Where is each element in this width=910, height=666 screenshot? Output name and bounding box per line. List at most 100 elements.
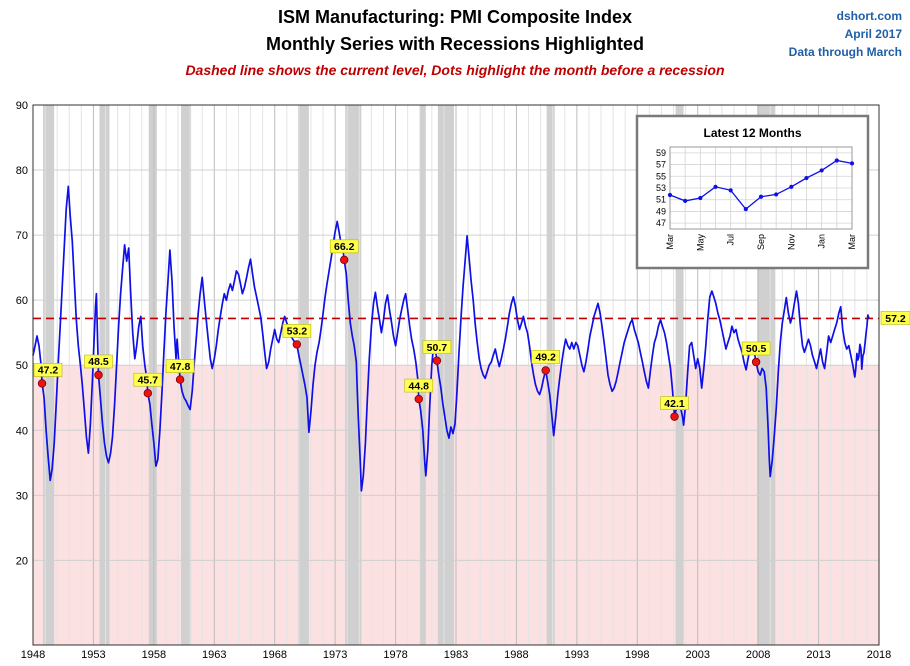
- y-axis-tick-label: 30: [16, 490, 28, 502]
- dot-label-bg: [133, 372, 163, 387]
- recession-band: [419, 105, 426, 645]
- pre-recession-dot-label: 66.2: [334, 241, 355, 253]
- inset-title: Latest 12 Months: [703, 126, 801, 140]
- recession-band: [546, 105, 555, 645]
- current-level-label-bg: [880, 311, 910, 325]
- source-block: dshort.com April 2017 Data through March: [789, 7, 902, 61]
- pre-recession-dot-label: 42.1: [664, 398, 685, 410]
- y-axis-tick-label: 60: [16, 295, 28, 307]
- inset-point: [789, 184, 794, 189]
- chart-header: ISM Manufacturing: PMI Composite Index M…: [0, 4, 910, 78]
- pre-recession-dot-label: 44.8: [409, 380, 430, 392]
- pre-recession-dot-label: 48.5: [88, 356, 109, 368]
- pre-recession-dot-label: 50.5: [746, 343, 767, 355]
- pre-recession-dots: 47.2 48.5 45.7 47.8 53.2 66.2 44.8 50.7 49.2 42.1…: [33, 239, 771, 421]
- pre-recession-dot: [432, 356, 442, 365]
- inset-point: [683, 198, 688, 203]
- y-axis-tick-label: 50: [16, 360, 28, 372]
- pre-recession-dot: [175, 375, 185, 384]
- x-axis-tick-label: 1953: [81, 649, 105, 661]
- pre-recession-dot: [37, 379, 47, 388]
- chart-title-line2: Monthly Series with Recessions Highlight…: [265, 34, 645, 54]
- y-axis-tick-label: 80: [16, 165, 28, 177]
- inset-point: [819, 168, 824, 173]
- inset-point: [667, 192, 673, 198]
- y-axis-tick-label: 40: [16, 425, 28, 437]
- recession-band: [437, 105, 454, 645]
- x-axis-tick-label: 1958: [142, 649, 166, 661]
- inset-y-tick-label: 55: [656, 171, 666, 181]
- recession-band: [675, 105, 684, 645]
- inset-point: [713, 184, 718, 189]
- inset-x-tick-label: Nov: [786, 234, 796, 251]
- pre-recession-dot: [541, 366, 550, 375]
- inset-point: [804, 175, 809, 181]
- inset-x-tick-label: Mar: [665, 234, 675, 250]
- chart-title-line1: ISM Manufacturing: PMI Composite Index: [277, 7, 632, 27]
- recession-band: [181, 105, 192, 645]
- pre-recession-dot-label: 50.7: [427, 342, 448, 354]
- dot-label-bg: [422, 340, 452, 354]
- inset-x-tick-label: Jul: [726, 234, 736, 246]
- dot-label-bg: [282, 324, 312, 338]
- dot-label-bg: [84, 354, 113, 369]
- chart-subtitle: Dashed line shows the current level, Dot…: [185, 62, 725, 78]
- dot-label-bg: [531, 350, 560, 364]
- pre-recession-dot: [670, 412, 679, 421]
- inset-x-tick-label: Sep: [756, 234, 766, 250]
- pre-recession-dot-label: 47.2: [38, 365, 59, 377]
- inset-y-tick-label: 51: [656, 195, 666, 205]
- inset-x-tick-label: Jan: [817, 234, 827, 249]
- dot-label-bg: [165, 359, 195, 373]
- pmi-chart-svg: 47.2 48.5 45.7 47.8 53.2 66.2 44.8 50.7 49.2 42.1…: [16, 100, 910, 661]
- dot-label-bg: [660, 396, 689, 410]
- pre-recession-dot: [292, 340, 302, 349]
- x-axis-tick-label: 1963: [202, 649, 226, 661]
- pmi-series-line: [32, 185, 870, 492]
- inset-point: [758, 194, 764, 199]
- x-axis-tick-label: 1973: [323, 649, 347, 661]
- pre-recession-dot-label: 49.2: [535, 352, 556, 364]
- pre-recession-dot: [143, 389, 153, 398]
- x-axis-tick-label: 1988: [504, 649, 528, 661]
- inset-plot-border: [669, 146, 853, 230]
- inset-x-tick-label: May: [695, 234, 705, 252]
- dot-label-bg: [741, 341, 771, 356]
- inset-y-tick-label: 53: [656, 183, 666, 193]
- inset-point: [849, 161, 855, 166]
- inset-y-tick-label: 47: [656, 218, 666, 228]
- pre-recession-dot: [94, 370, 103, 380]
- inset-point: [743, 206, 748, 212]
- pre-recession-dot: [751, 357, 761, 367]
- y-axis-tick-label: 90: [16, 100, 28, 112]
- x-axis-tick-label: 1978: [383, 649, 407, 661]
- x-axis-tick-label: 2018: [867, 649, 891, 661]
- inset-box: [635, 114, 870, 270]
- x-axis-tick-label: 1993: [565, 649, 589, 661]
- x-axis-tick-label: 2008: [746, 649, 770, 661]
- pre-recession-dot: [414, 394, 423, 404]
- dot-label-bg: [329, 239, 359, 254]
- x-axis-tick-label: 1983: [444, 649, 468, 661]
- inset-y-tick-label: 57: [656, 160, 666, 170]
- y-axis-tick-label: 70: [16, 230, 28, 242]
- inset-y-tick-label: 59: [656, 148, 666, 158]
- pre-recession-dot-label: 47.8: [170, 361, 191, 373]
- pmi-chart: 47.2 48.5 45.7 47.8 53.2 66.2 44.8 50.7 49.2 42.1…: [0, 97, 910, 666]
- plot-border: [32, 104, 880, 646]
- x-axis-tick-label: 2013: [806, 649, 830, 661]
- inset-point: [774, 192, 779, 197]
- pre-recession-dot-label: 45.7: [138, 374, 159, 386]
- inset-y-tick-label: 49: [656, 206, 666, 216]
- x-axis-tick-label: 1948: [21, 649, 45, 661]
- inset-point: [834, 158, 839, 163]
- x-axis-tick-label: 1968: [262, 649, 286, 661]
- recession-band: [99, 105, 110, 645]
- dot-label-bg: [33, 363, 63, 377]
- inset-x-tick-label: Mar: [847, 234, 857, 250]
- x-axis-tick-label: 1998: [625, 649, 649, 661]
- source-site: dshort.com: [836, 9, 902, 23]
- pre-recession-dot: [340, 255, 349, 265]
- dot-label-bg: [404, 378, 434, 393]
- current-level-label: 57.2: [885, 313, 906, 325]
